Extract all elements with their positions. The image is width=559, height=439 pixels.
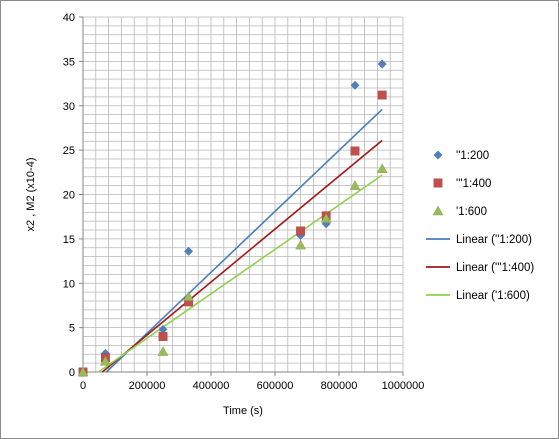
- y-tick-label: 20: [63, 190, 75, 202]
- data-point: [100, 355, 111, 366]
- x-tick-label: 1000000: [382, 380, 425, 392]
- data-point: [376, 163, 388, 173]
- data-point: [349, 180, 361, 190]
- x-tick-label: 0: [80, 380, 86, 392]
- data-point: [157, 346, 169, 356]
- data-point: [320, 213, 332, 223]
- legend-marker: [433, 178, 443, 188]
- legend-label: Linear (''1:200): [456, 234, 532, 246]
- data-point: [296, 226, 305, 236]
- y-tick-label: 10: [63, 278, 75, 290]
- y-tick-label: 35: [63, 56, 75, 68]
- data-point: [184, 246, 194, 256]
- legend-label: ''1:200: [456, 150, 489, 162]
- legend-label: '1:600: [456, 206, 487, 218]
- data-point: [350, 80, 360, 90]
- data-point: [377, 59, 387, 69]
- x-tick-label: 800000: [321, 380, 358, 392]
- x-axis-title: Time (s): [223, 405, 263, 417]
- data-point: [350, 146, 360, 156]
- y-tick-label: 0: [69, 367, 75, 379]
- data-points: [77, 59, 388, 377]
- x-tick-label: 600000: [257, 380, 294, 392]
- data-point: [77, 366, 89, 377]
- data-point: [377, 90, 387, 100]
- data-point: [183, 291, 194, 301]
- legend: ''1:200 '''1:400 '1:600 Linear (''1:200) Lin…: [426, 150, 534, 302]
- trendline: [105, 108, 383, 373]
- y-axis-title: x2 , M2 (x10-4): [25, 158, 37, 232]
- trendline: [97, 174, 383, 373]
- legend-label: Linear ('1:600): [456, 290, 530, 302]
- x-tick-label: 400000: [193, 380, 230, 392]
- y-tick-label: 5: [69, 323, 75, 335]
- y-tick-label: 15: [63, 234, 75, 246]
- legend-marker: [432, 205, 444, 216]
- legend-label: Linear ('''1:400): [456, 262, 534, 274]
- trendlines: [97, 108, 383, 373]
- y-tick-label: 25: [63, 145, 75, 157]
- data-point: [295, 239, 306, 250]
- legend-label: '''1:400: [456, 178, 491, 190]
- data-point: [158, 332, 168, 341]
- legend-marker: [433, 150, 443, 160]
- y-axis-ticks: 0 5 10 15 20 25 30 35 40: [63, 12, 83, 379]
- x-tick-label: 200000: [129, 380, 166, 392]
- y-tick-label: 40: [63, 12, 75, 24]
- y-tick-label: 30: [63, 101, 75, 113]
- x-axis-ticks: 0 200000 400000 600000 800000 1000000: [80, 372, 424, 392]
- trendline: [101, 139, 383, 373]
